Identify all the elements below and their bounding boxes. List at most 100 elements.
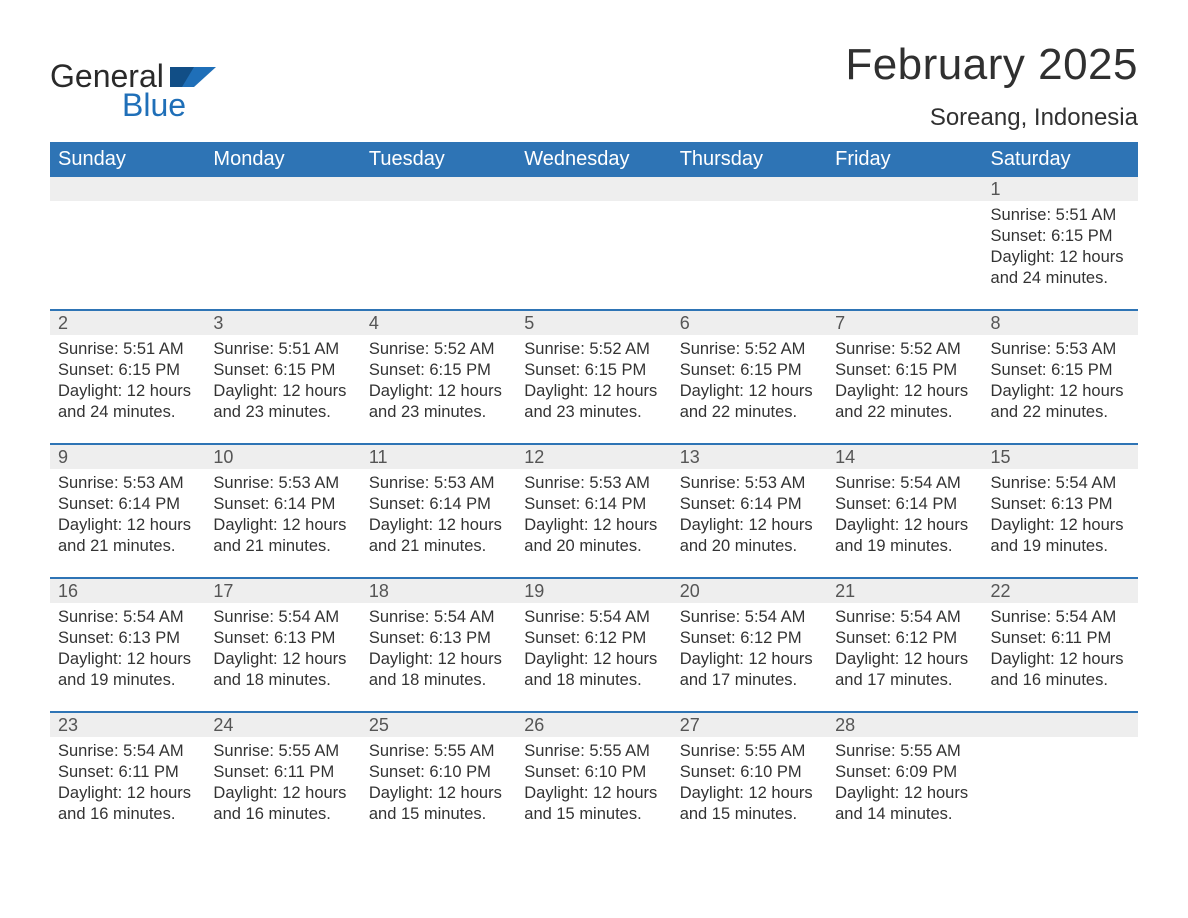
sunset-line: Sunset: 6:15 PM <box>991 360 1130 381</box>
calendar-day-cell: 11 Sunrise: 5:53 AMSunset: 6:14 PMDayligh… <box>361 445 516 573</box>
sunset-line: Sunset: 6:13 PM <box>369 628 508 649</box>
day-details: Sunrise: 5:55 AMSunset: 6:10 PMDaylight:… <box>524 741 663 825</box>
sunrise-line: Sunrise: 5:55 AM <box>213 741 352 762</box>
day-number-band: 6 <box>672 311 827 335</box>
daylight-line: Daylight: 12 hours and 22 minutes. <box>680 381 819 423</box>
sunset-line: Sunset: 6:15 PM <box>58 360 197 381</box>
day-number-band: 4 <box>361 311 516 335</box>
sunset-line: Sunset: 6:15 PM <box>369 360 508 381</box>
calendar-day-cell: 10Sunrise: 5:53 AMSunset: 6:14 PMDayligh… <box>205 445 360 573</box>
sunset-line: Sunset: 6:09 PM <box>835 762 974 783</box>
calendar-empty-cell <box>827 177 982 305</box>
day-details: Sunrise: 5:54 AMSunset: 6:12 PMDaylight:… <box>680 607 819 691</box>
day-number: 25 <box>369 715 389 735</box>
daylight-line: Daylight: 12 hours and 19 minutes. <box>991 515 1130 557</box>
day-details: Sunrise: 5:52 AMSunset: 6:15 PMDaylight:… <box>524 339 663 423</box>
sunrise-line: Sunrise: 5:53 AM <box>524 473 663 494</box>
day-number-band: 21 <box>827 579 982 603</box>
sunrise-line: Sunrise: 5:53 AM <box>369 473 508 494</box>
daylight-line: Daylight: 12 hours and 17 minutes. <box>835 649 974 691</box>
calendar-day-cell: 1Sunrise: 5:51 AMSunset: 6:15 PMDaylight… <box>983 177 1138 305</box>
day-number: 4 <box>369 313 379 333</box>
weekday-header: Sunday <box>50 142 205 177</box>
day-details: Sunrise: 5:54 AMSunset: 6:12 PMDaylight:… <box>835 607 974 691</box>
sunset-line: Sunset: 6:14 PM <box>213 494 352 515</box>
day-number-band <box>672 177 827 201</box>
sunrise-line: Sunrise: 5:51 AM <box>58 339 197 360</box>
sunrise-line: Sunrise: 5:52 AM <box>680 339 819 360</box>
day-details: Sunrise: 5:53 AMSunset: 6:14 PMDaylight:… <box>369 473 508 557</box>
day-number-band <box>50 177 205 201</box>
day-number-band: 5 <box>516 311 671 335</box>
day-details: Sunrise: 5:53 AMSunset: 6:15 PMDaylight:… <box>991 339 1130 423</box>
daylight-line: Daylight: 12 hours and 21 minutes. <box>58 515 197 557</box>
day-number: 12 <box>524 447 544 467</box>
day-number: 23 <box>58 715 78 735</box>
day-number-band: 27 <box>672 713 827 737</box>
sunrise-line: Sunrise: 5:54 AM <box>213 607 352 628</box>
daylight-line: Daylight: 12 hours and 14 minutes. <box>835 783 974 825</box>
daylight-line: Daylight: 12 hours and 23 minutes. <box>369 381 508 423</box>
sunrise-line: Sunrise: 5:53 AM <box>58 473 197 494</box>
day-number: 9 <box>58 447 68 467</box>
day-number-band: 28 <box>827 713 982 737</box>
sunrise-line: Sunrise: 5:52 AM <box>835 339 974 360</box>
day-number: 27 <box>680 715 700 735</box>
day-number-band: 3 <box>205 311 360 335</box>
sunrise-line: Sunrise: 5:54 AM <box>58 741 197 762</box>
sunrise-line: Sunrise: 5:52 AM <box>524 339 663 360</box>
daylight-line: Daylight: 12 hours and 18 minutes. <box>524 649 663 691</box>
day-number-band: 2 <box>50 311 205 335</box>
day-number: 1 <box>991 179 1001 199</box>
calendar-day-cell: 14Sunrise: 5:54 AMSunset: 6:14 PMDayligh… <box>827 445 982 573</box>
day-number: 16 <box>58 581 78 601</box>
calendar-day-cell: 23Sunrise: 5:54 AMSunset: 6:11 PMDayligh… <box>50 713 205 841</box>
daylight-line: Daylight: 12 hours and 17 minutes. <box>680 649 819 691</box>
daylight-line: Daylight: 12 hours and 21 minutes. <box>369 515 508 557</box>
day-number: 3 <box>213 313 223 333</box>
calendar-week-row: 2Sunrise: 5:51 AMSunset: 6:15 PMDaylight… <box>50 309 1138 439</box>
daylight-line: Daylight: 12 hours and 22 minutes. <box>835 381 974 423</box>
day-number: 15 <box>991 447 1011 467</box>
day-number: 19 <box>524 581 544 601</box>
weekday-header: Monday <box>205 142 360 177</box>
sunrise-line: Sunrise: 5:54 AM <box>524 607 663 628</box>
calendar-day-cell: 2Sunrise: 5:51 AMSunset: 6:15 PMDaylight… <box>50 311 205 439</box>
daylight-line: Daylight: 12 hours and 23 minutes. <box>213 381 352 423</box>
title-block: February 2025 Soreang, Indonesia <box>845 40 1138 132</box>
daylight-line: Daylight: 12 hours and 15 minutes. <box>680 783 819 825</box>
day-number: 11 <box>369 447 388 467</box>
weekday-header-row: Sunday Monday Tuesday Wednesday Thursday… <box>50 142 1138 177</box>
sunset-line: Sunset: 6:14 PM <box>680 494 819 515</box>
weekday-header: Thursday <box>672 142 827 177</box>
day-number-band: 13 <box>672 445 827 469</box>
day-number-band: 7 <box>827 311 982 335</box>
location-subtitle: Soreang, Indonesia <box>845 104 1138 132</box>
day-number: 17 <box>213 581 233 601</box>
calendar-empty-cell <box>205 177 360 305</box>
weekday-header: Tuesday <box>361 142 516 177</box>
daylight-line: Daylight: 12 hours and 22 minutes. <box>991 381 1130 423</box>
calendar-day-cell: 22Sunrise: 5:54 AMSunset: 6:11 PMDayligh… <box>983 579 1138 707</box>
day-details: Sunrise: 5:53 AMSunset: 6:14 PMDaylight:… <box>213 473 352 557</box>
calendar-day-cell: 7Sunrise: 5:52 AMSunset: 6:15 PMDaylight… <box>827 311 982 439</box>
calendar-page: General Blue February 2025 Soreang, Indo… <box>0 0 1188 881</box>
sunset-line: Sunset: 6:13 PM <box>58 628 197 649</box>
day-details: Sunrise: 5:53 AMSunset: 6:14 PMDaylight:… <box>680 473 819 557</box>
day-details: Sunrise: 5:54 AMSunset: 6:13 PMDaylight:… <box>369 607 508 691</box>
day-number-band: 12 <box>516 445 671 469</box>
day-details: Sunrise: 5:54 AMSunset: 6:13 PMDaylight:… <box>58 607 197 691</box>
sunset-line: Sunset: 6:12 PM <box>680 628 819 649</box>
sunrise-line: Sunrise: 5:54 AM <box>835 607 974 628</box>
calendar-day-cell: 19Sunrise: 5:54 AMSunset: 6:12 PMDayligh… <box>516 579 671 707</box>
sunset-line: Sunset: 6:11 PM <box>213 762 352 783</box>
sunset-line: Sunset: 6:13 PM <box>213 628 352 649</box>
sunrise-line: Sunrise: 5:53 AM <box>991 339 1130 360</box>
calendar-day-cell: 3Sunrise: 5:51 AMSunset: 6:15 PMDaylight… <box>205 311 360 439</box>
calendar-week-row: 1Sunrise: 5:51 AMSunset: 6:15 PMDaylight… <box>50 177 1138 305</box>
sunset-line: Sunset: 6:11 PM <box>58 762 197 783</box>
sunrise-line: Sunrise: 5:52 AM <box>369 339 508 360</box>
day-number-band <box>983 713 1138 737</box>
day-number: 26 <box>524 715 544 735</box>
sunrise-line: Sunrise: 5:51 AM <box>213 339 352 360</box>
